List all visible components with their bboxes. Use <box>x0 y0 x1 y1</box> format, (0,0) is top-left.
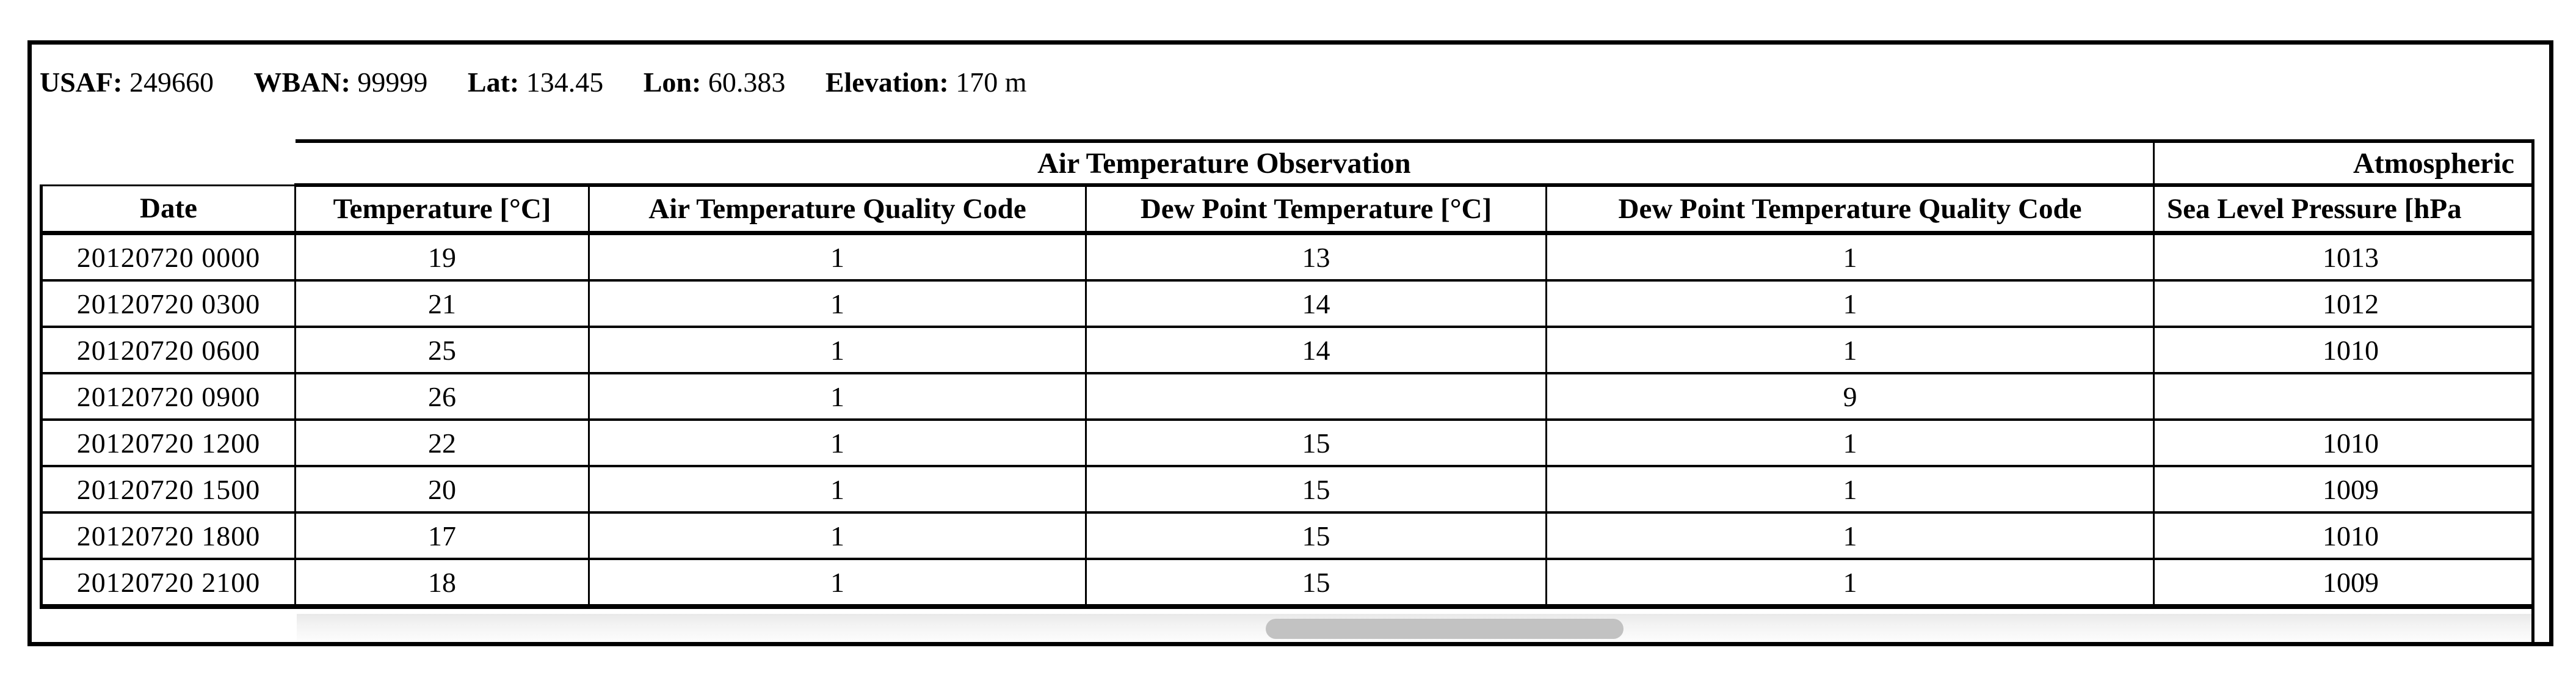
group-header-atmospheric: Atmospheric <box>2153 139 2531 187</box>
table-row: 20120720 2100 18 1 15 1 1009 <box>40 558 2531 609</box>
table-scroll-viewport[interactable]: Air Temperature Observation Atmospheric … <box>40 139 2531 628</box>
horizontal-scrollbar-thumb[interactable] <box>1266 619 1624 639</box>
dew-point-quality-cell: 1 <box>1545 418 2155 467</box>
air-temp-quality-cell: 1 <box>588 326 1087 374</box>
air-temp-quality-cell: 1 <box>588 418 1087 467</box>
lon-label: Lon: <box>643 67 702 98</box>
temperature-cell: 21 <box>294 279 590 328</box>
dew-point-quality-cell: 1 <box>1545 511 2155 560</box>
temperature-cell: 26 <box>294 372 590 421</box>
dew-point-cell <box>1085 372 1547 421</box>
sea-level-pressure-cell: 1012 <box>2153 279 2531 328</box>
air-temp-quality-cell: 1 <box>588 372 1087 421</box>
date-cell: 20120720 2100 <box>40 558 296 609</box>
usaf-value: 249660 <box>129 67 214 98</box>
lon-value: 60.383 <box>708 67 786 98</box>
sea-level-pressure-cell: 1010 <box>2153 326 2531 374</box>
temperature-cell: 20 <box>294 465 590 514</box>
table-row: 20120720 0900 26 1 9 <box>40 372 2531 421</box>
date-cell: 20120720 1500 <box>40 465 296 514</box>
date-cell: 20120720 0600 <box>40 326 296 374</box>
table-row: 20120720 1500 20 1 15 1 1009 <box>40 465 2531 514</box>
lat-label: Lat: <box>467 67 520 98</box>
weather-observations-table: Air Temperature Observation Atmospheric … <box>40 139 2531 609</box>
station-field-lon: Lon: 60.383 <box>644 67 786 98</box>
temperature-cell: 18 <box>294 558 590 609</box>
air-temp-quality-cell: 1 <box>588 558 1087 609</box>
station-info-bar: USAF: 249660 WBAN: 99999 Lat: 134.45 Lon… <box>40 63 1060 102</box>
group-header-blank <box>41 141 296 185</box>
dew-point-quality-cell: 1 <box>1545 465 2155 514</box>
date-cell: 20120720 0900 <box>40 372 296 421</box>
column-header-dew-point-temperature: Dew Point Temperature [°C] <box>1085 184 1547 235</box>
air-temp-quality-cell: 1 <box>588 465 1087 514</box>
table-row: 20120720 0300 21 1 14 1 1012 <box>40 279 2531 328</box>
sea-level-pressure-cell: 1009 <box>2153 558 2531 609</box>
dew-point-cell: 13 <box>1085 232 1547 282</box>
elevation-value: 170 m <box>956 67 1027 98</box>
date-cell: 20120720 0300 <box>40 279 296 328</box>
column-header-sea-level-pressure: Sea Level Pressure [hPa <box>2153 184 2531 235</box>
dew-point-cell: 14 <box>1085 279 1547 328</box>
table-row: 20120720 1800 17 1 15 1 1010 <box>40 511 2531 560</box>
column-header-air-temp-quality-code: Air Temperature Quality Code <box>588 184 1087 235</box>
air-temp-quality-cell: 1 <box>588 232 1087 282</box>
dew-point-quality-cell: 1 <box>1545 232 2155 282</box>
wban-label: WBAN: <box>253 67 350 98</box>
station-field-lat: Lat: 134.45 <box>468 67 603 98</box>
table-row: 20120720 1200 22 1 15 1 1010 <box>40 418 2531 467</box>
temperature-cell: 19 <box>294 232 590 282</box>
dew-point-cell: 15 <box>1085 558 1547 609</box>
dew-point-cell: 15 <box>1085 511 1547 560</box>
dew-point-cell: 14 <box>1085 326 1547 374</box>
temperature-cell: 22 <box>294 418 590 467</box>
column-header-dew-point-quality-code: Dew Point Temperature Quality Code <box>1545 184 2155 235</box>
dew-point-cell: 15 <box>1085 418 1547 467</box>
station-field-wban: WBAN: 99999 <box>253 67 427 98</box>
station-field-elevation: Elevation: 170 m <box>825 67 1027 98</box>
table-row: 20120720 0600 25 1 14 1 1010 <box>40 326 2531 374</box>
temperature-cell: 25 <box>294 326 590 374</box>
station-field-usaf: USAF: 249660 <box>40 67 214 98</box>
sea-level-pressure-cell: 1009 <box>2153 465 2531 514</box>
date-cell: 20120720 1200 <box>40 418 296 467</box>
wban-value: 99999 <box>357 67 428 98</box>
group-header-air-temperature-observation: Air Temperature Observation <box>295 139 2155 187</box>
usaf-label: USAF: <box>40 67 123 98</box>
date-cell: 20120720 0000 <box>40 232 296 282</box>
sea-level-pressure-cell: 1010 <box>2153 418 2531 467</box>
table-row: 20120720 0000 19 1 13 1 1013 <box>40 232 2531 282</box>
date-cell: 20120720 1800 <box>40 511 296 560</box>
column-header-date: Date <box>40 184 296 235</box>
content-frame: USAF: 249660 WBAN: 99999 Lat: 134.45 Lon… <box>27 40 2553 646</box>
dew-point-quality-cell: 1 <box>1545 326 2155 374</box>
viewport-clip-edge <box>2531 139 2534 642</box>
temperature-cell: 17 <box>294 511 590 560</box>
lat-value: 134.45 <box>526 67 604 98</box>
air-temp-quality-cell: 1 <box>588 511 1087 560</box>
sea-level-pressure-cell <box>2153 372 2531 421</box>
dew-point-quality-cell: 1 <box>1545 279 2155 328</box>
column-header-temperature: Temperature [°C] <box>294 184 590 235</box>
dew-point-cell: 15 <box>1085 465 1547 514</box>
column-header-row: Date Temperature [°C] Air Temperature Qu… <box>40 184 2531 235</box>
sea-level-pressure-cell: 1010 <box>2153 511 2531 560</box>
group-header-row: Air Temperature Observation Atmospheric <box>41 139 2531 187</box>
air-temp-quality-cell: 1 <box>588 279 1087 328</box>
elevation-label: Elevation: <box>825 67 949 98</box>
sea-level-pressure-cell: 1013 <box>2153 232 2531 282</box>
dew-point-quality-cell: 9 <box>1545 372 2155 421</box>
dew-point-quality-cell: 1 <box>1545 558 2155 609</box>
